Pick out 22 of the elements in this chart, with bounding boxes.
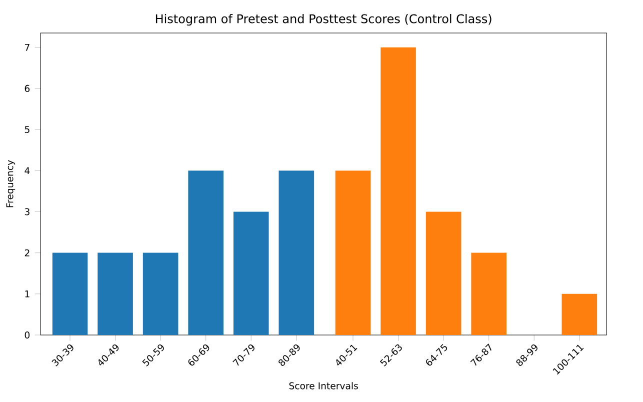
bar [380,47,416,335]
y-axis-title: Frequency [6,160,16,208]
y-tick-label: 1 [25,290,30,298]
bar [562,294,598,335]
bar [98,252,133,335]
bar [142,252,178,335]
y-tick-label: 6 [24,84,30,92]
bar [471,252,506,335]
bar [52,252,88,335]
chart-title: Histogram of Pretest and Posttest Scores (Control Class) [156,14,492,26]
bar [335,170,371,335]
bar [426,212,462,335]
bar [188,170,224,335]
y-tick-label: 5 [24,126,30,134]
y-tick-label: 7 [25,44,30,51]
y-tick-label: 2 [24,249,30,256]
y-tick-label: 4 [24,167,30,174]
x-axis-title: Score Intervals [289,382,358,390]
y-tick-label: 0 [24,331,30,339]
y-tick-label: 3 [24,208,30,216]
bar [233,212,269,335]
bar [278,170,314,335]
